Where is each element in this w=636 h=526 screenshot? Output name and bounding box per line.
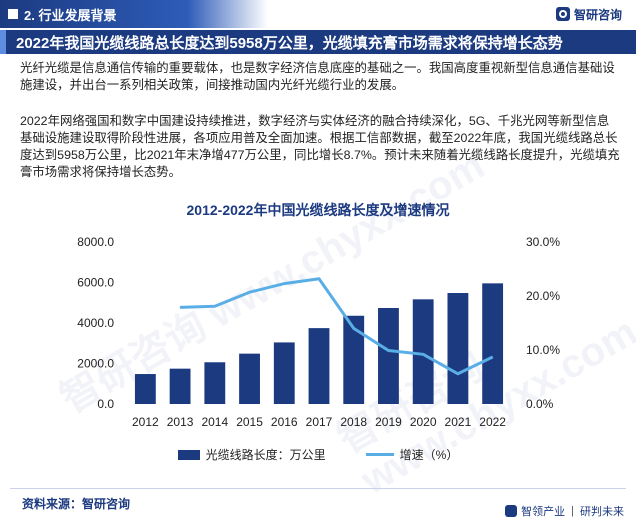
x-axis-tick: 2022 (479, 415, 506, 429)
legend-swatch-line (365, 453, 394, 456)
paragraph-1: 光纤光缆是信息通信传输的重要载体，也是数字经济信息底座的基础之一。我国高度重视新… (20, 61, 615, 92)
growth-line (180, 277, 494, 376)
growth-point (179, 306, 181, 308)
bar (273, 342, 295, 404)
section-label-text: 2. 行业发展背景 (24, 7, 117, 23)
x-axis-tick: 2020 (410, 415, 437, 429)
bar (134, 374, 156, 404)
growth-point (283, 283, 285, 285)
right-axis-tick: 0.0% (526, 397, 554, 411)
growth-point (457, 373, 459, 375)
growth-point (353, 327, 355, 329)
bar (412, 299, 434, 404)
growth-point (492, 356, 494, 358)
legend-swatch-bar (177, 449, 200, 460)
source-note: 资料来源：智研咨询 (22, 497, 131, 511)
x-axis-tick: 2015 (236, 415, 263, 429)
growth-point (387, 350, 389, 352)
legend-item-growth: 增速（%） (365, 446, 459, 463)
bar (378, 307, 399, 404)
x-axis-tick: 2019 (375, 415, 402, 429)
x-axis-tick: 2017 (306, 415, 333, 429)
left-axis-tick: 6000.0 (77, 276, 114, 290)
bar (343, 315, 365, 404)
x-axis-tick: 2012 (132, 415, 159, 429)
legend-label-length: 光缆线路长度：万公里 (205, 448, 326, 462)
legend-label-growth: 增速（%） (399, 448, 459, 462)
growth-point (214, 305, 216, 307)
logo-icon (555, 7, 570, 21)
headline-text: 2022年我国光缆线路总长度达到5958万公里，光缆填充膏市场需求将保持增长态势 (16, 34, 563, 52)
bar (447, 293, 469, 404)
left-axis-tick: 0.0 (97, 397, 114, 411)
headline-banner: 2022年我国光缆线路总长度达到5958万公里，光缆填充膏市场需求将保持增长态势 (0, 30, 636, 54)
growth-point (249, 291, 251, 293)
bar (482, 283, 504, 404)
brand-text: 智研咨询 (573, 7, 622, 22)
footer-brand-left: 智领产业 (521, 506, 566, 518)
chart-title: 2012-2022年中国光缆线路长度及增速情况 (186, 202, 450, 218)
bar (169, 368, 191, 404)
footer-divider (10, 488, 626, 489)
left-axis-tick: 4000.0 (77, 316, 114, 330)
section-label: 2. 行业发展背景 (0, 0, 268, 28)
x-axis-tick: 2016 (271, 415, 298, 429)
bar (204, 362, 226, 404)
brand: 智研咨询 (555, 6, 622, 23)
bar (239, 353, 260, 404)
legend-item-length: 光缆线路长度：万公里 (177, 446, 326, 463)
right-axis-tick: 10.0% (526, 343, 560, 357)
legend: 光缆线路长度：万公里 增速（%） (0, 446, 636, 463)
x-axis-tick: 2014 (201, 415, 228, 429)
right-axis-tick: 20.0% (526, 289, 560, 303)
left-axis-tick: 8000.0 (77, 235, 114, 249)
left-axis-tick: 2000.0 (77, 357, 114, 371)
footer-brand: 智领产业 | 研判未来 (505, 503, 624, 519)
bar (308, 328, 330, 404)
growth-point (422, 353, 424, 355)
footer-logo-icon (505, 505, 518, 517)
x-axis-tick: 2021 (445, 415, 472, 429)
right-axis-tick: 30.0% (526, 235, 560, 249)
footer-separator: | (571, 505, 574, 517)
square-icon (8, 9, 18, 19)
x-axis-tick: 2013 (167, 415, 194, 429)
headline-accent (0, 30, 6, 54)
x-axis-tick: 2018 (340, 415, 367, 429)
top-bar: 2. 行业发展背景 智研咨询 (0, 0, 636, 28)
footer-brand-right: 研判未来 (580, 506, 624, 518)
growth-point (318, 278, 320, 280)
paragraph-2: 2022年网络强国和数字中国建设持续推进，数字经济与实体经济的融合持续深化，5G… (20, 114, 620, 179)
chart: 0.0 2000.0 4000.0 6000.0 8000.0 0.0% 10.0% 20.0… (77, 235, 560, 429)
